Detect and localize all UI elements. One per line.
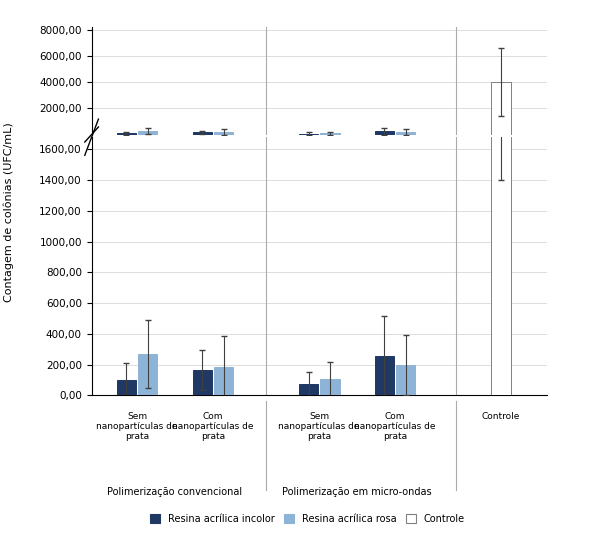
Text: Sem
nanopartículas de
prata: Sem nanopartículas de prata — [96, 412, 178, 441]
Bar — [193, 370, 212, 395]
Text: Sem
nanopartículas de
prata: Sem nanopartículas de prata — [278, 412, 360, 441]
Bar — [214, 367, 233, 395]
Text: Com
nanopartículas de
prata: Com nanopartículas de prata — [354, 412, 436, 441]
Text: Com
nanopartículas de
prata: Com nanopartículas de prata — [172, 412, 254, 441]
Bar — [396, 365, 415, 395]
Text: Contagem de colônias (UFC/mL): Contagem de colônias (UFC/mL) — [4, 123, 14, 302]
Bar — [299, 133, 319, 134]
Bar — [375, 131, 394, 134]
Bar — [491, 0, 511, 395]
Bar — [396, 132, 415, 134]
Bar — [320, 133, 339, 134]
Bar — [117, 380, 137, 395]
Text: Polimerização convencional: Polimerização convencional — [108, 487, 242, 497]
Text: Controle: Controle — [482, 412, 520, 421]
Bar — [117, 133, 137, 134]
Bar — [320, 379, 339, 395]
Bar — [214, 132, 233, 134]
Bar — [193, 132, 212, 134]
Bar — [491, 82, 511, 134]
Bar — [375, 356, 394, 395]
Bar — [299, 384, 319, 395]
Bar — [138, 131, 157, 134]
Text: Polimerização em micro-ondas: Polimerização em micro-ondas — [282, 487, 432, 497]
Legend: Resina acrílica incolor, Resina acrílica rosa, Controle: Resina acrílica incolor, Resina acrílica… — [146, 510, 469, 528]
Bar — [138, 354, 157, 395]
